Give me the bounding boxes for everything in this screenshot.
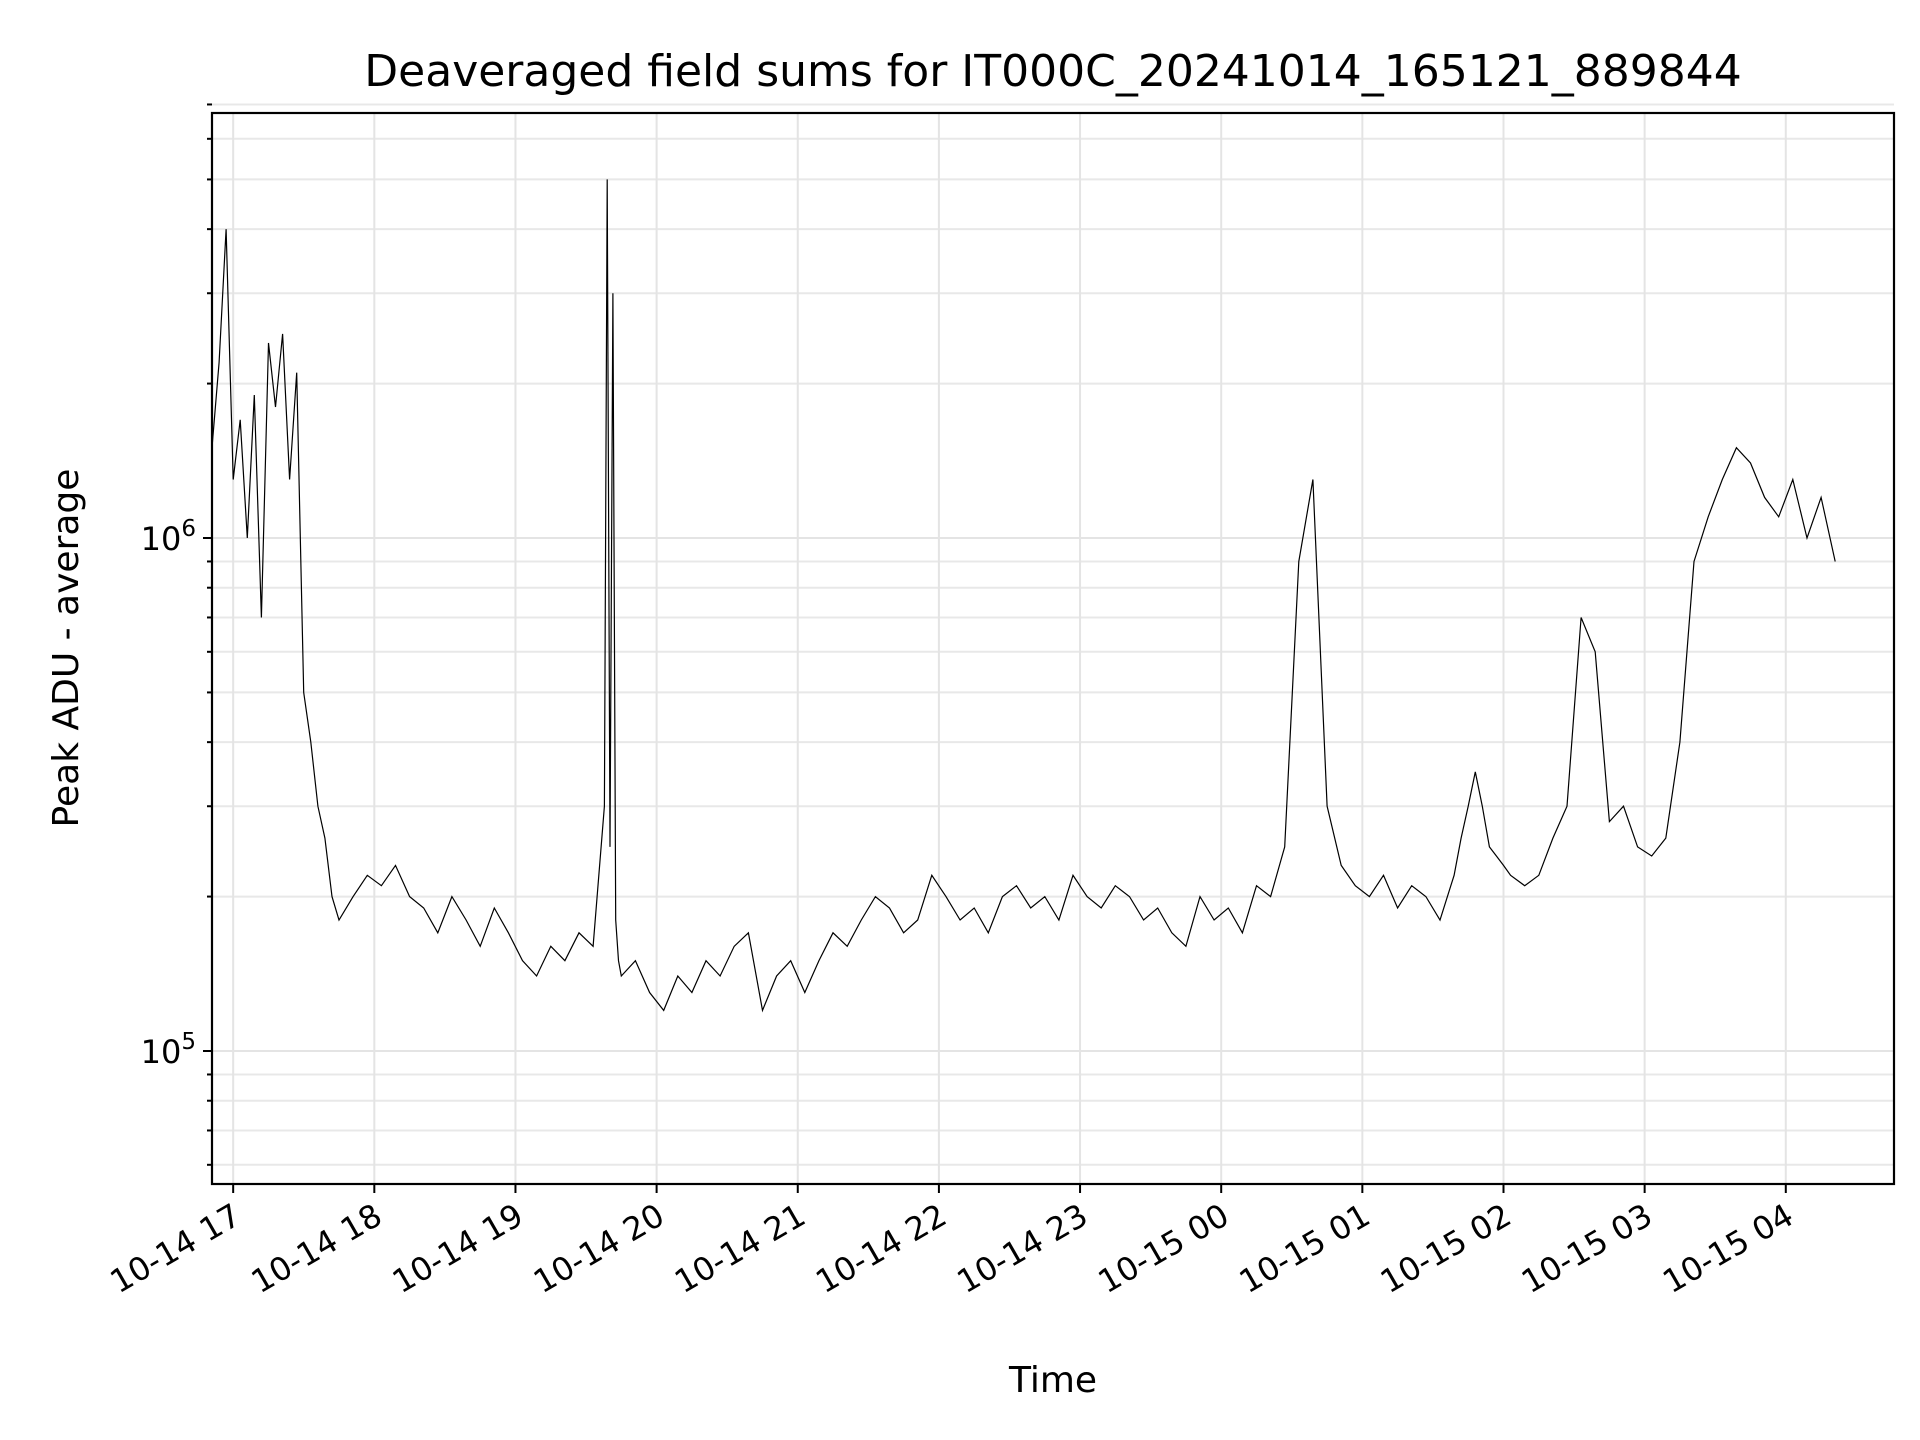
x-tick-label: 10-14 21 xyxy=(668,1196,812,1301)
x-tick-label: 10-14 19 xyxy=(386,1196,530,1301)
y-axis: 105 106 xyxy=(141,103,212,1166)
x-tick-label: 10-14 22 xyxy=(809,1196,953,1301)
x-tick-label: 10-15 02 xyxy=(1374,1196,1518,1301)
x-tick-label: 10-14 23 xyxy=(950,1196,1094,1301)
y-tick-label: 105 xyxy=(141,1029,196,1071)
x-tick-label: 10-14 18 xyxy=(245,1196,389,1301)
x-tick-label: 10-15 01 xyxy=(1233,1196,1377,1301)
x-tick-label: 10-14 17 xyxy=(104,1196,248,1301)
series-layer xyxy=(211,179,1836,1013)
series-line xyxy=(211,179,1836,1013)
y-axis-label: Peak ADU - average xyxy=(46,469,87,828)
x-tick-label: 10-15 03 xyxy=(1515,1196,1659,1301)
x-tick-label: 10-15 00 xyxy=(1092,1196,1236,1301)
x-axis-label: Time xyxy=(1008,1360,1097,1401)
grid xyxy=(212,103,1894,1184)
chart-title: Deaveraged field sums for IT000C_2024101… xyxy=(364,46,1741,97)
plot-frame xyxy=(210,111,1896,1186)
x-tick-label: 10-14 20 xyxy=(527,1196,671,1301)
x-tick-label: 10-15 04 xyxy=(1656,1196,1800,1301)
y-tick-label: 106 xyxy=(141,516,196,558)
